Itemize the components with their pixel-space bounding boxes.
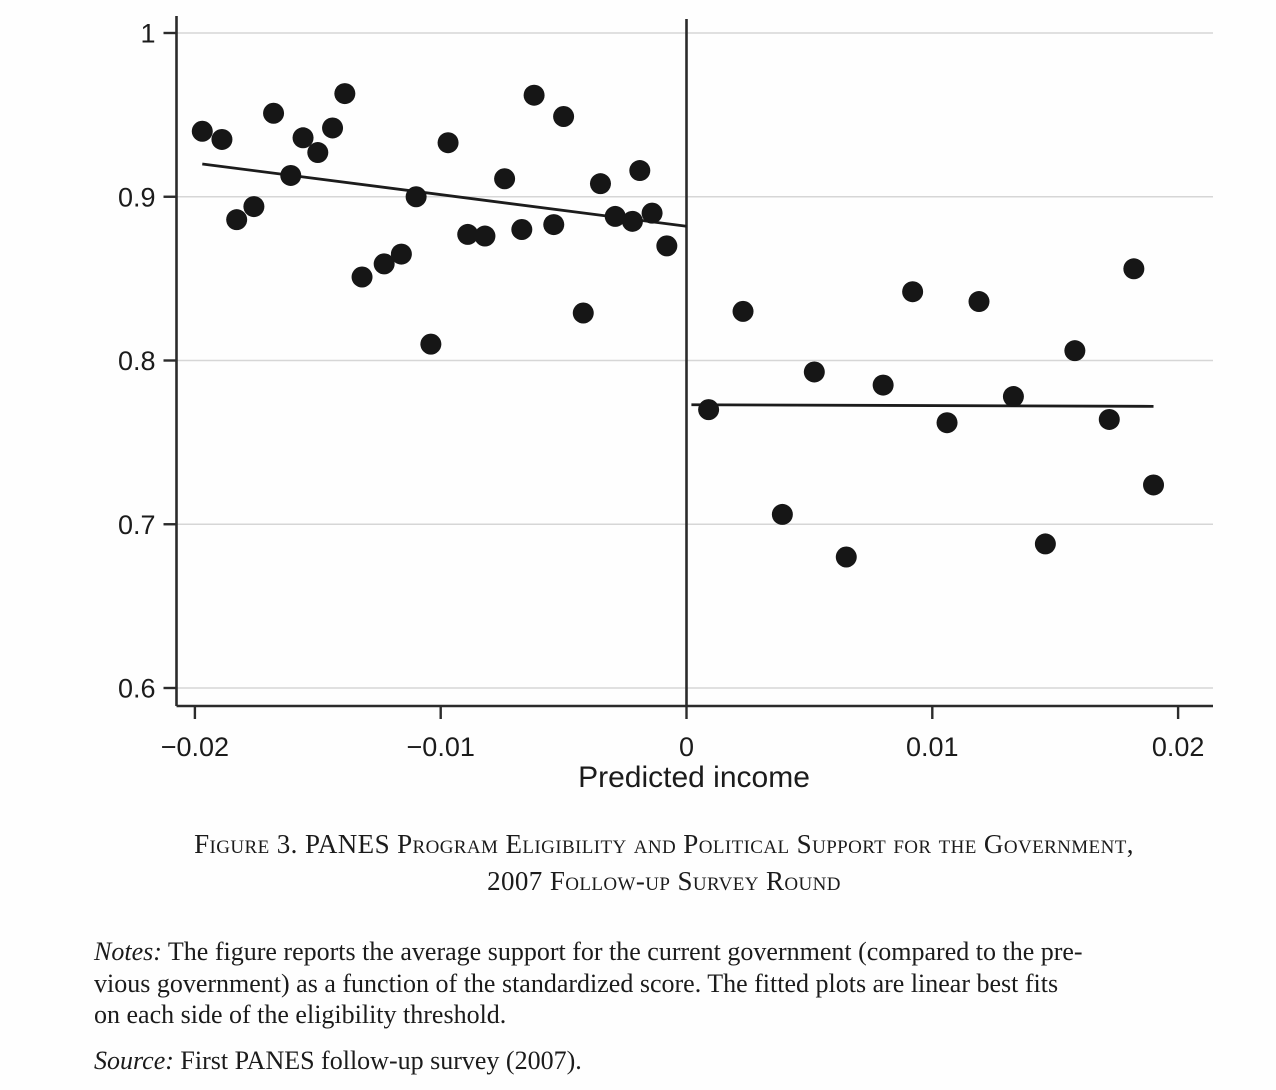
data-point (604, 205, 626, 227)
source-label: Source: (94, 1046, 174, 1075)
data-point (243, 196, 265, 218)
data-point (437, 132, 459, 154)
source-text: First PANES follow-up survey (2007). (180, 1046, 582, 1075)
figure-source: Source: First PANES follow-up survey (20… (94, 1046, 1204, 1076)
data-point (572, 302, 594, 324)
data-point (872, 374, 894, 396)
data-point (511, 219, 533, 240)
x-axis-title: Predicted income (578, 761, 810, 794)
data-point (334, 83, 356, 105)
notes-line-2: vious government) as a function of the s… (94, 968, 1059, 998)
data-point (457, 223, 479, 245)
x-tick-label: 0 (679, 732, 694, 762)
data-point (1002, 386, 1024, 408)
data-point (771, 503, 793, 525)
data-point (420, 333, 442, 355)
data-point (835, 546, 857, 568)
right-linear-fit (691, 403, 1154, 408)
notes-line-3: on each side of the eligibility threshol… (94, 1000, 507, 1029)
notes-text-1: The figure reports the average support f… (167, 937, 1083, 966)
data-point (1034, 533, 1056, 555)
data-point (553, 106, 575, 128)
data-point (280, 164, 302, 186)
figure-notes: Notes: The figure reports the average su… (94, 936, 1204, 1031)
data-point (968, 291, 990, 313)
data-point (373, 253, 395, 275)
data-point (191, 120, 213, 142)
x-tick-label: −0.02 (161, 732, 229, 762)
y-tick-label: 0.8 (118, 346, 156, 376)
data-point (1064, 340, 1086, 362)
data-point (1098, 408, 1120, 430)
data-point (211, 128, 233, 150)
x-tick-label: −0.01 (407, 732, 475, 762)
data-point (226, 209, 248, 231)
scatter-plot: 0.6 0.7 0.8 0.9 1 −0.02 −0.01 0 0.01 0.02 Predicte… (118, 16, 1213, 794)
data-point (474, 225, 496, 247)
x-tick-label: 0.02 (1152, 732, 1205, 762)
y-tick-label: 0.9 (118, 182, 156, 212)
data-point (322, 117, 344, 139)
data-point (629, 160, 651, 182)
caption-line-1: Figure 3. PANES Program Eligibility and … (194, 829, 1134, 859)
data-point (263, 102, 285, 124)
data-point (589, 173, 611, 195)
data-point (494, 168, 516, 190)
x-tick-label: 0.01 (906, 732, 959, 762)
data-point (390, 243, 412, 265)
data-point (351, 266, 373, 288)
data-point (936, 412, 958, 434)
data-point (1123, 258, 1145, 280)
notes-line-1: Notes: The figure reports the average su… (94, 936, 1204, 968)
notes-label: Notes: (94, 937, 162, 966)
figure-caption: Figure 3. PANES Program Eligibility and … (56, 826, 1272, 900)
data-point (698, 399, 720, 421)
data-point (803, 361, 825, 383)
data-point (543, 214, 565, 236)
y-tick-label: 0.6 (118, 674, 156, 704)
scatter-plot-svg: 0.6 0.7 0.8 0.9 1 −0.02 −0.01 0 0.01 0.02 Predicte… (118, 16, 1213, 794)
data-point (1143, 474, 1165, 496)
data-point (656, 235, 678, 257)
data-point (307, 142, 329, 164)
data-point (621, 210, 643, 232)
y-tick-label: 1 (140, 19, 155, 49)
data-point (732, 300, 754, 322)
y-tick-label: 0.7 (118, 510, 156, 540)
caption-line-2: 2007 Follow-up Survey Round (487, 866, 841, 896)
data-point (292, 127, 314, 149)
data-point (902, 281, 924, 303)
data-point (641, 202, 663, 224)
data-point (405, 186, 427, 208)
data-point (523, 84, 545, 106)
